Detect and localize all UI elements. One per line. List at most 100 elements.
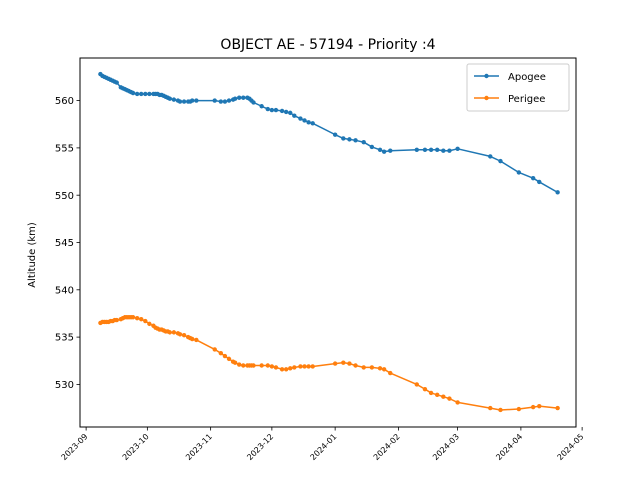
apogee-data-point bbox=[292, 113, 297, 118]
perigee-data-point bbox=[269, 364, 275, 369]
legend-apogee-marker bbox=[484, 73, 489, 79]
perigee-data-point bbox=[455, 400, 460, 405]
apogee-data-point bbox=[134, 91, 140, 97]
perigee-data-point bbox=[226, 356, 232, 362]
perigee-data-point bbox=[181, 333, 187, 338]
apogee-data-point bbox=[422, 147, 428, 152]
apogee-data-point bbox=[488, 154, 493, 159]
apogee-data-point bbox=[435, 147, 440, 152]
perigee-data-point bbox=[167, 330, 173, 335]
perigee-data-point bbox=[447, 396, 452, 401]
perigee-data-point bbox=[194, 337, 199, 343]
apogee-data-point bbox=[269, 107, 275, 113]
apogee-data-point bbox=[381, 149, 387, 154]
apogee-data-point bbox=[516, 170, 522, 175]
y-tick-label: 535 bbox=[55, 333, 74, 344]
y-tick-label: 540 bbox=[55, 285, 74, 296]
y-tick-label: 560 bbox=[55, 96, 74, 107]
apogee-data-point bbox=[361, 140, 366, 145]
apogee-data-point bbox=[332, 132, 338, 137]
apogee-data-point bbox=[388, 148, 393, 153]
apogee-data-point bbox=[194, 98, 199, 103]
perigee-data-point bbox=[422, 386, 428, 392]
legend-apogee-label: Apogee bbox=[508, 72, 546, 83]
perigee-data-point bbox=[435, 392, 440, 398]
y-tick-label: 555 bbox=[55, 143, 74, 154]
perigee-data-point bbox=[273, 365, 279, 370]
apogee-data-point bbox=[167, 96, 173, 101]
apogee-data-point bbox=[288, 110, 293, 116]
perigee-data-point bbox=[414, 382, 419, 387]
apogee-data-point bbox=[143, 91, 148, 97]
apogee-data-point bbox=[177, 99, 183, 104]
perigee-data-point bbox=[222, 353, 228, 359]
apogee-data-point bbox=[139, 91, 144, 97]
perigee-data-point bbox=[265, 363, 270, 368]
perigee-data-point bbox=[537, 403, 542, 409]
perigee-data-point bbox=[130, 315, 136, 320]
perigee-data-point bbox=[298, 364, 303, 369]
apogee-data-point bbox=[218, 99, 224, 104]
apogee-data-point bbox=[428, 147, 434, 152]
perigee-data-point bbox=[306, 364, 311, 369]
perigee-data-point bbox=[369, 365, 375, 370]
apogee-data-point bbox=[341, 136, 346, 141]
perigee-data-point bbox=[381, 367, 387, 372]
apogee-data-point bbox=[130, 90, 136, 96]
perigee-data-point bbox=[241, 363, 246, 368]
apogee-data-point bbox=[369, 144, 375, 150]
perigee-data-point bbox=[302, 364, 307, 369]
apogee-data-point bbox=[232, 96, 238, 101]
perigee-data-point bbox=[134, 315, 140, 321]
perigee-data-point bbox=[377, 366, 383, 371]
perigee-data-point bbox=[212, 347, 217, 352]
perigee-data-point bbox=[177, 332, 183, 337]
perigee-data-point bbox=[310, 364, 315, 369]
perigee-data-point bbox=[292, 365, 297, 370]
apogee-data-point bbox=[237, 95, 242, 100]
apogee-data-point bbox=[414, 147, 419, 152]
apogee-data-point bbox=[310, 121, 315, 126]
y-tick-label: 545 bbox=[55, 238, 74, 249]
apogee-data-point bbox=[273, 107, 279, 113]
perigee-data-point bbox=[251, 363, 256, 368]
perigee-data-point bbox=[279, 367, 285, 372]
perigee-data-point bbox=[441, 394, 446, 399]
apogee-data-point bbox=[265, 106, 270, 112]
apogee-data-point bbox=[347, 137, 352, 142]
perigee-data-point bbox=[218, 351, 224, 356]
perigee-data-point bbox=[530, 404, 536, 410]
apogee-data-point bbox=[279, 108, 285, 114]
perigee-data-point bbox=[288, 366, 293, 371]
apogee-data-point bbox=[353, 138, 358, 143]
perigee-data-point bbox=[171, 330, 177, 335]
perigee-data-point bbox=[361, 365, 366, 370]
apogee-data-point bbox=[147, 91, 152, 97]
apogee-data-point bbox=[114, 80, 119, 85]
apogee-data-point bbox=[447, 148, 452, 153]
apogee-data-point bbox=[306, 120, 311, 125]
perigee-data-point bbox=[353, 363, 358, 368]
legend: Apogee Perigee bbox=[466, 63, 570, 112]
perigee-data-point bbox=[555, 405, 560, 411]
apogee-data-point bbox=[251, 100, 256, 105]
perigee-data-point bbox=[259, 363, 264, 368]
apogee-data-point bbox=[441, 148, 446, 153]
perigee-data-point bbox=[498, 407, 503, 413]
legend-perigee-label: Perigee bbox=[508, 94, 545, 105]
apogee-data-point bbox=[302, 118, 307, 123]
perigee-data-point bbox=[232, 360, 238, 365]
apogee-data-point bbox=[241, 95, 246, 100]
apogee-data-point bbox=[212, 98, 217, 103]
apogee-data-point bbox=[377, 147, 383, 152]
perigee-data-point bbox=[341, 360, 346, 365]
y-axis-label: Altitude (km) bbox=[27, 222, 38, 288]
perigee-data-point bbox=[147, 321, 152, 327]
perigee-data-point bbox=[190, 336, 195, 342]
apogee-data-point bbox=[537, 179, 542, 185]
apogee-data-point bbox=[455, 146, 460, 152]
apogee-data-point bbox=[259, 104, 264, 109]
perigee-data-point bbox=[237, 362, 242, 367]
apogee-data-point bbox=[181, 99, 187, 104]
apogee-data-point bbox=[171, 97, 177, 102]
